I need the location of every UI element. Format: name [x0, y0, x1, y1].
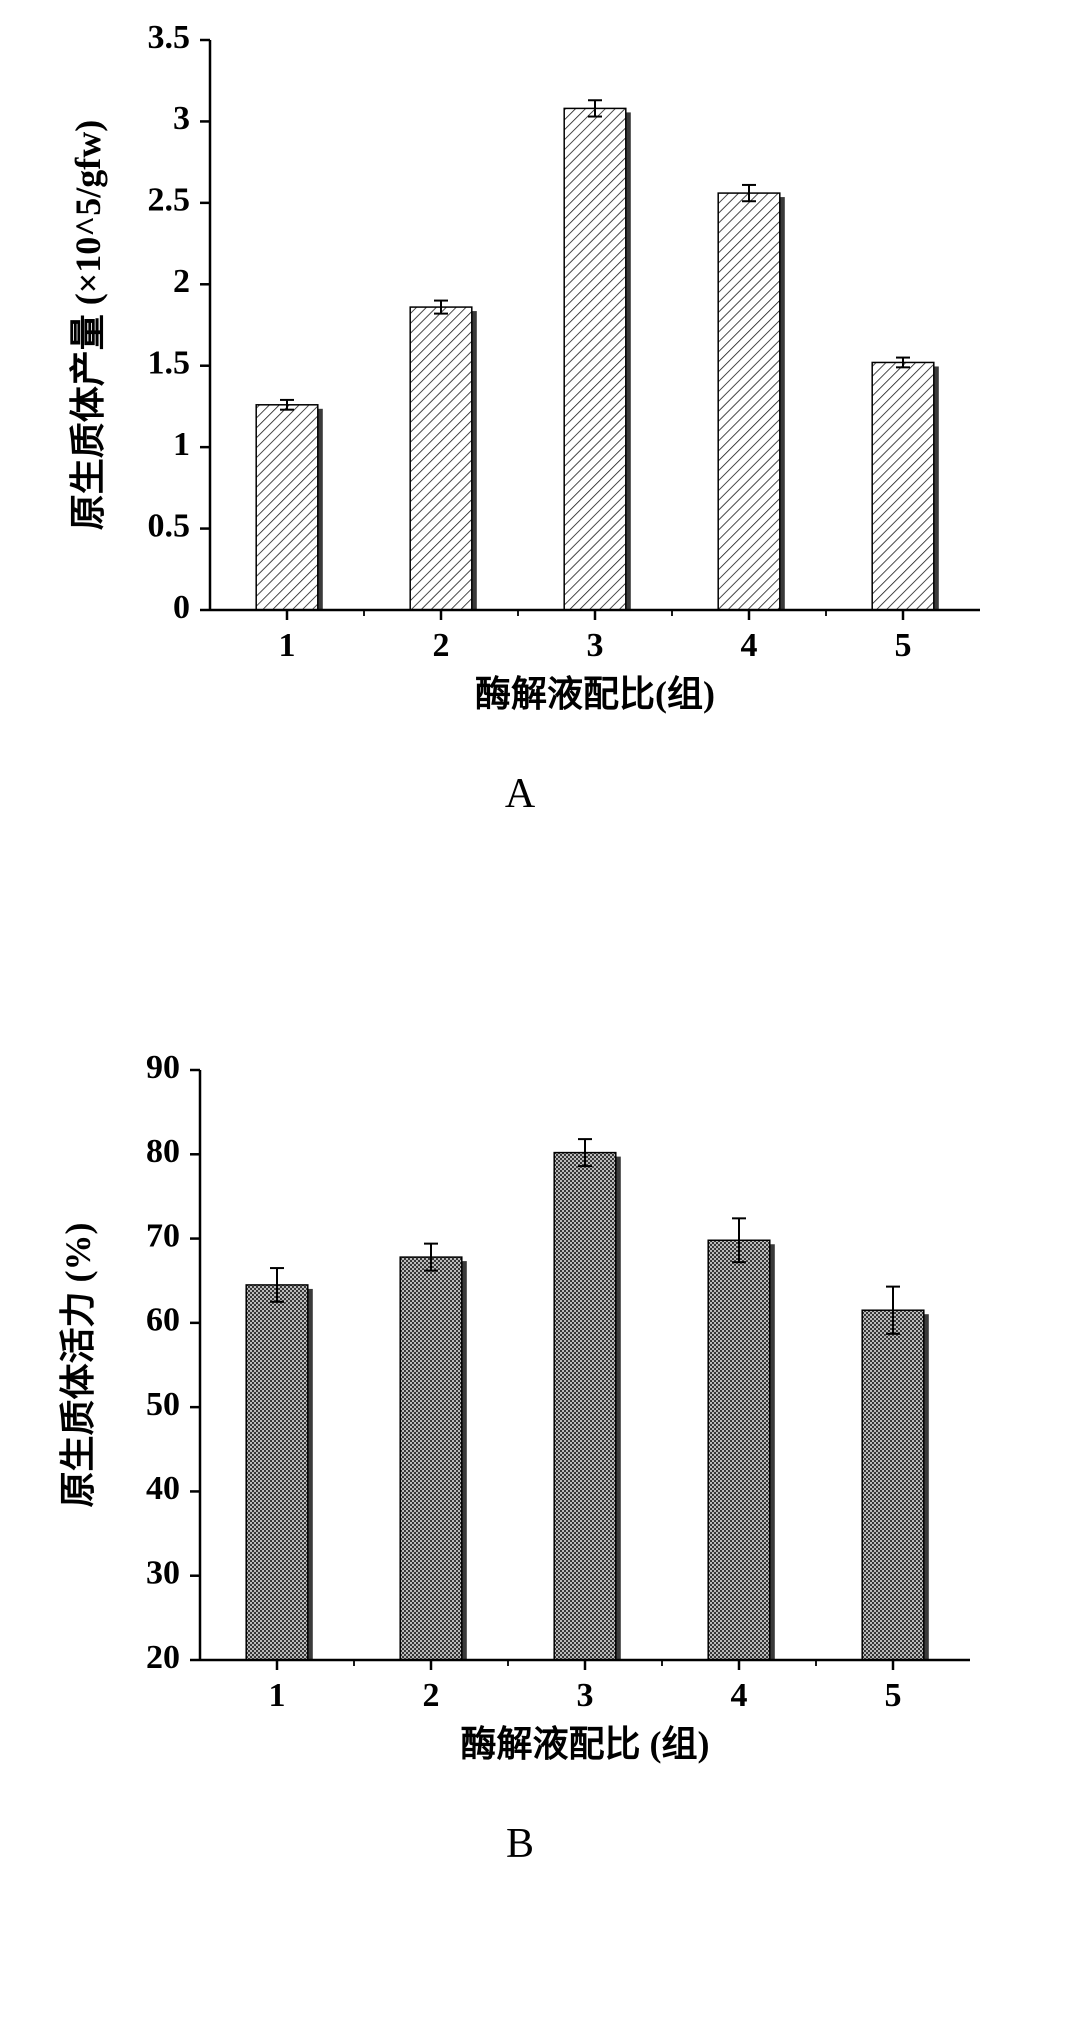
ytick-label: 1.5	[148, 345, 191, 382]
xtick-label: 1	[279, 627, 296, 664]
chart-b-holder: 20 30 40 50 60 70 80 90 1 2 3 4 5 原生质体活力 (%) 酶解液配比 (组)	[40, 1050, 1000, 1770]
bar-B-2	[400, 1257, 462, 1660]
xtick-label: 2	[433, 627, 450, 664]
ytick-label: 0.5	[148, 507, 191, 544]
ytick-label: 30	[146, 1555, 180, 1592]
bar-A-3	[564, 108, 626, 610]
ytick-label: 2.5	[148, 182, 191, 219]
panel-a: 0 0.5 1 1.5 2 2.5 3 3.5 1 2 3 4 5 原生质体产量 (×10^5/gfw) 酶…	[40, 20, 1000, 818]
chart-a-holder: 0 0.5 1 1.5 2 2.5 3 3.5 1 2 3 4 5 原生质体产量 (×10^5/gfw) 酶…	[40, 20, 1000, 720]
ytick-label: 20	[146, 1639, 180, 1676]
ytick-label: 80	[146, 1133, 180, 1170]
x-axis-label: 酶解液配比 (组)	[461, 1724, 710, 1764]
bar-B-1	[246, 1285, 308, 1660]
xtick-label: 2	[423, 1677, 440, 1714]
xtick-label: 4	[731, 1677, 748, 1714]
panel-a-label: A	[40, 770, 1000, 818]
panel-b: 20 30 40 50 60 70 80 90 1 2 3 4 5 原生质体活力 (%) 酶解液配比 (组)…	[40, 1050, 1000, 1868]
xtick-label: 1	[269, 1677, 286, 1714]
chart-a-svg: 0 0.5 1 1.5 2 2.5 3 3.5 1 2 3 4 5 原生质体产量 (×10^5/gfw) 酶…	[40, 20, 1000, 720]
xtick-label: 4	[741, 627, 758, 664]
ytick-label: 50	[146, 1386, 180, 1423]
xtick-label: 5	[895, 627, 912, 664]
ytick-label: 3.5	[148, 20, 191, 56]
bar-A-2	[410, 307, 472, 610]
xtick-label: 3	[577, 1677, 594, 1714]
ytick-label: 60	[146, 1302, 180, 1339]
bar-A-4	[718, 193, 780, 610]
y-axis-label: 原生质体产量 (×10^5/gfw)	[68, 120, 108, 530]
xtick-label: 3	[587, 627, 604, 664]
bar-B-5	[862, 1310, 924, 1660]
bar-A-5	[872, 362, 934, 610]
ytick-label: 1	[173, 426, 190, 463]
panel-b-label: B	[40, 1820, 1000, 1868]
x-axis-label: 酶解液配比(组)	[475, 674, 715, 714]
ytick-label: 90	[146, 1050, 180, 1086]
ytick-label: 70	[146, 1217, 180, 1254]
bar-B-4	[708, 1240, 770, 1660]
ytick-label: 2	[173, 263, 190, 300]
bar-B-3	[554, 1153, 616, 1660]
ytick-label: 40	[146, 1470, 180, 1507]
ytick-label: 0	[173, 589, 190, 626]
bar-A-1	[256, 405, 318, 610]
ytick-label: 3	[173, 100, 190, 137]
chart-b-svg: 20 30 40 50 60 70 80 90 1 2 3 4 5 原生质体活力 (%) 酶解液配比 (组)	[40, 1050, 1000, 1770]
xtick-label: 5	[885, 1677, 902, 1714]
y-axis-label: 原生质体活力 (%)	[58, 1223, 98, 1508]
